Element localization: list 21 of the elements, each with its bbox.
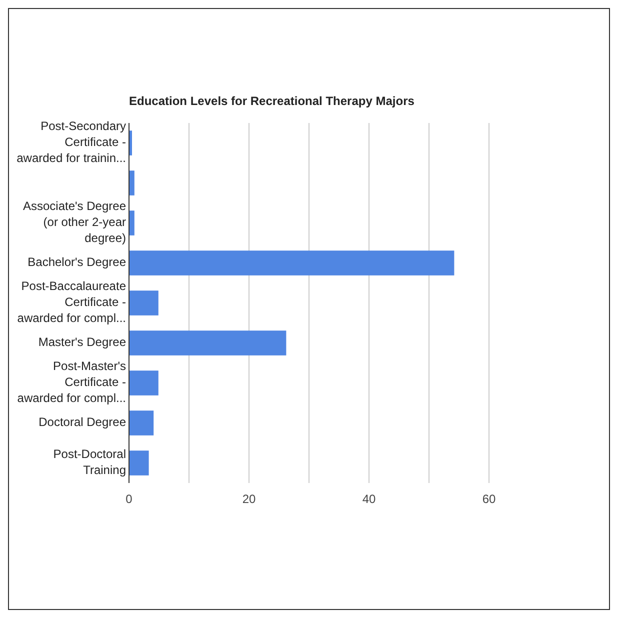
y-tick-label: Post-Doctoral Training	[53, 447, 126, 478]
bar	[129, 450, 149, 476]
x-tick-label: 20	[242, 492, 256, 506]
chart-title: Education Levels for Recreational Therapy Majors	[129, 94, 415, 108]
y-tick-label: Associate's Degree (or other 2-year degree)	[22, 199, 126, 246]
bar	[129, 250, 454, 276]
y-tick-label: Master's Degree	[38, 335, 126, 350]
x-tick-label: 40	[362, 492, 376, 506]
x-tick-label: 0	[126, 492, 133, 506]
bar	[129, 290, 158, 316]
bar	[129, 370, 158, 396]
y-tick-label: Post-Secondary Certificate - awarded for trainin...	[16, 119, 126, 166]
y-tick-label: Post-Master's Certificate - awarded for compl...	[17, 359, 126, 406]
bar	[129, 330, 286, 356]
y-tick-label: Doctoral Degree	[38, 415, 126, 430]
y-tick-label: Post-Baccalaureate Certificate - awarded for compl...	[17, 279, 126, 326]
y-tick-label: Bachelor's Degree	[28, 255, 126, 270]
bar	[129, 210, 134, 236]
bar	[129, 170, 134, 196]
bar	[129, 410, 154, 436]
x-tick-label: 60	[482, 492, 496, 506]
